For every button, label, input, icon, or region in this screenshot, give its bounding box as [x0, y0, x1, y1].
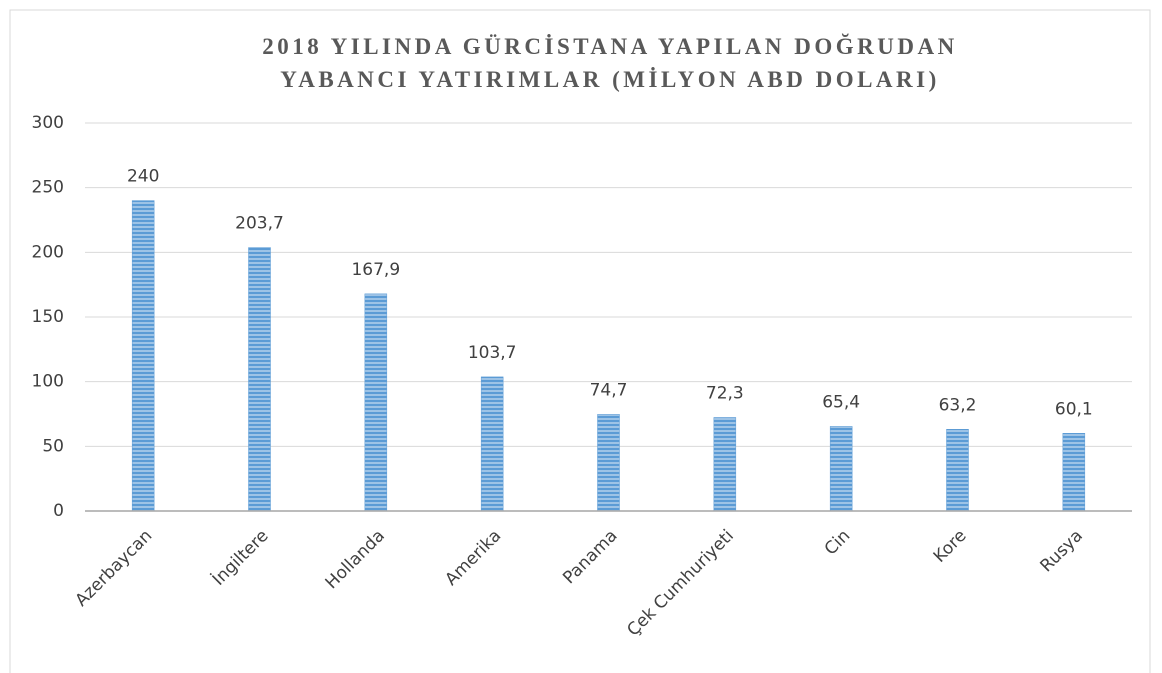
bar	[1062, 433, 1086, 512]
y-tick-label: 50	[42, 436, 64, 456]
bar	[248, 247, 271, 512]
x-tick-label: Çek Cumhuriyeti	[623, 526, 738, 641]
x-tick-label: Cin	[821, 526, 854, 559]
value-label: 65,4	[822, 392, 860, 412]
bar	[713, 417, 737, 512]
chart-border	[9, 9, 1151, 673]
bar	[131, 200, 155, 512]
bar	[829, 426, 853, 512]
value-label: 74,7	[590, 380, 628, 400]
y-tick-label: 200	[32, 242, 64, 262]
y-tick-label: 0	[53, 501, 64, 521]
x-tick-label: Hollanda	[322, 526, 389, 593]
x-tick-label: İngiltere	[208, 525, 273, 590]
value-label: 103,7	[468, 343, 517, 363]
x-tick-label: Azerbaycan	[72, 526, 157, 611]
value-label: 240	[127, 167, 159, 187]
x-tick-label: Panama	[559, 526, 621, 588]
x-tick-label: Kore	[930, 526, 971, 567]
value-label: 60,1	[1055, 399, 1093, 419]
y-tick-label: 300	[32, 113, 64, 133]
y-tick-label: 150	[32, 307, 64, 327]
value-label: 167,9	[351, 260, 400, 280]
chart-title: 2018 YILINDA GÜRCİSTANA YAPILAN DOĞRUDAN…	[262, 34, 958, 92]
bar	[364, 293, 388, 512]
value-label: 203,7	[235, 214, 284, 234]
y-tick-label: 100	[32, 372, 64, 392]
x-tick-label: Rusya	[1037, 526, 1087, 576]
bar	[480, 376, 504, 512]
x-tick-label: Amerika	[441, 526, 505, 590]
value-label: 63,2	[939, 395, 977, 415]
value-label: 72,3	[706, 383, 744, 403]
bar	[946, 429, 969, 512]
bar	[597, 414, 620, 512]
y-tick-label: 250	[32, 178, 64, 198]
